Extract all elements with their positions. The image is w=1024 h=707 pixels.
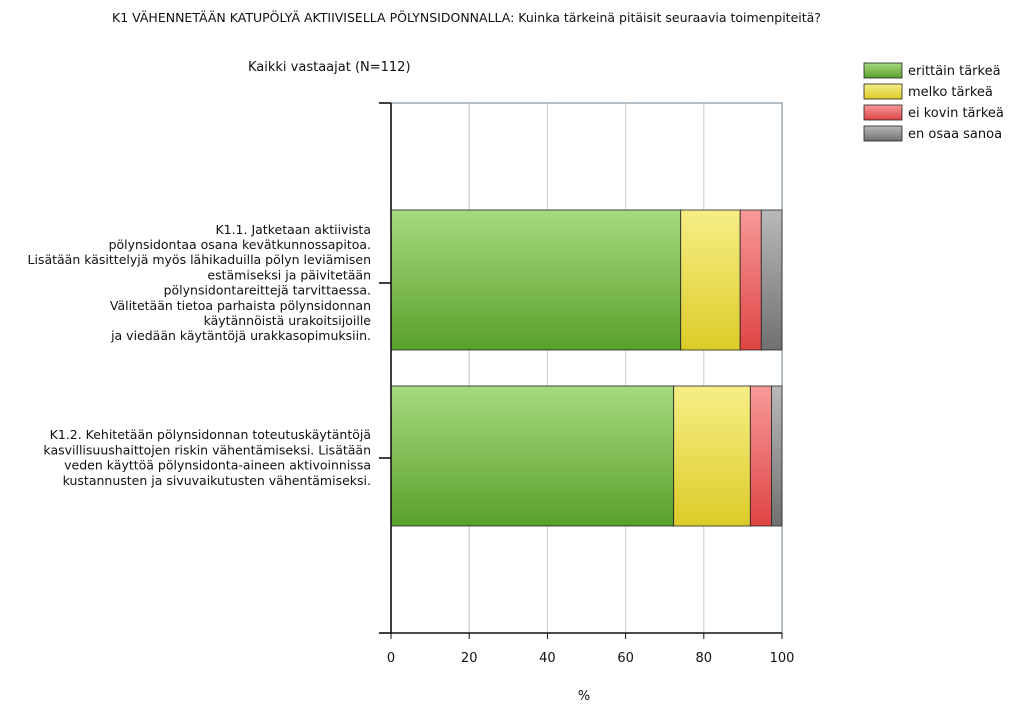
x-tick-label: 20 (461, 651, 478, 666)
category-label: K1.2. Kehitetään pölynsidonnan toteutusk… (43, 427, 371, 488)
x-axis-label: % (578, 689, 590, 704)
legend-label: erittäin tärkeä (908, 64, 1001, 79)
legend-swatch (863, 83, 903, 100)
bar-segment (390, 385, 675, 527)
legend: erittäin tärkeä melko tärkeä ei kovin tärk… (863, 62, 1004, 142)
bar-segment (771, 385, 783, 527)
x-tick-label: 100 (770, 651, 795, 666)
chart-subtitle: Kaikki vastaajat (N=112) (248, 60, 411, 75)
bar-segment (390, 209, 682, 351)
bar-segment (749, 385, 772, 527)
x-tick-label: 60 (617, 651, 634, 666)
x-axis-ticks: 0 20 40 60 80 100 (387, 633, 795, 666)
bar-segment (760, 209, 783, 351)
x-tick-label: 80 (696, 651, 713, 666)
legend-label: melko tärkeä (908, 85, 993, 100)
bars (390, 209, 783, 527)
chart-title: K1 VÄHENNETÄÄN KATUPÖLYÄ AKTIIVISELLA PÖ… (112, 9, 821, 25)
grid-lines (468, 103, 705, 633)
bar-segment (680, 209, 741, 351)
bar-segment (673, 385, 751, 527)
legend-swatch (863, 62, 903, 79)
plot-area (390, 102, 783, 634)
legend-swatch (863, 104, 903, 121)
x-tick-label: 40 (539, 651, 556, 666)
axes (379, 102, 782, 634)
legend-swatch (863, 125, 903, 142)
x-tick-label: 0 (387, 651, 395, 666)
legend-label: en osaa sanoa (908, 127, 1002, 142)
category-label: K1.1. Jatketaan aktiivista pölynsidontaa … (28, 222, 372, 343)
bar-segment (739, 209, 762, 351)
category-labels: K1.1. Jatketaan aktiivista pölynsidontaa … (28, 222, 372, 488)
legend-label: ei kovin tärkeä (908, 106, 1004, 121)
